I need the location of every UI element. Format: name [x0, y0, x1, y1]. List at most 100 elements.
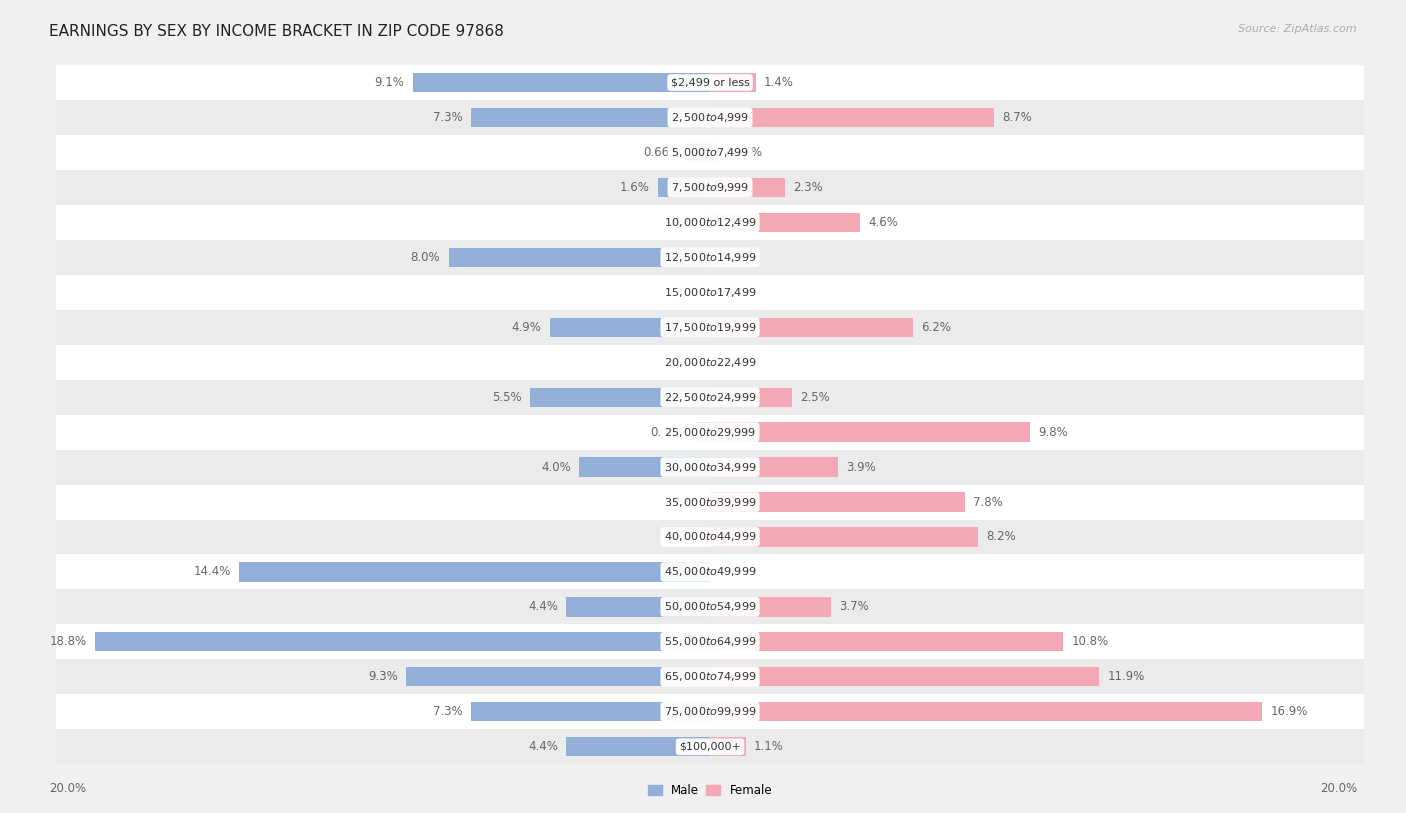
Text: 0.0%: 0.0% [718, 251, 748, 263]
Text: $65,000 to $74,999: $65,000 to $74,999 [664, 671, 756, 683]
Text: 0.0%: 0.0% [672, 216, 702, 228]
Text: Source: ZipAtlas.com: Source: ZipAtlas.com [1239, 24, 1357, 34]
Bar [710, 667, 1099, 686]
Text: $12,500 to $14,999: $12,500 to $14,999 [664, 251, 756, 263]
Bar [658, 178, 710, 197]
Text: 8.0%: 8.0% [411, 251, 440, 263]
Bar [56, 345, 1364, 380]
Text: $7,500 to $9,999: $7,500 to $9,999 [671, 181, 749, 193]
Text: 7.3%: 7.3% [433, 111, 463, 124]
Bar [56, 275, 1364, 310]
Text: $35,000 to $39,999: $35,000 to $39,999 [664, 496, 756, 508]
Bar [710, 737, 747, 756]
Text: 2.5%: 2.5% [800, 391, 830, 403]
Bar [710, 388, 792, 406]
Text: 9.1%: 9.1% [374, 76, 405, 89]
Text: 0.0%: 0.0% [672, 286, 702, 298]
Bar [239, 563, 710, 581]
Bar [56, 554, 1364, 589]
Text: $45,000 to $49,999: $45,000 to $49,999 [664, 566, 756, 578]
Bar [696, 423, 710, 441]
Text: 0.23%: 0.23% [725, 146, 763, 159]
Bar [710, 73, 756, 92]
Text: 20.0%: 20.0% [1320, 782, 1357, 795]
Text: 8.7%: 8.7% [1002, 111, 1032, 124]
Text: $50,000 to $54,999: $50,000 to $54,999 [664, 601, 756, 613]
Text: 7.8%: 7.8% [973, 496, 1002, 508]
Bar [710, 143, 717, 162]
Text: 9.3%: 9.3% [368, 671, 398, 683]
Text: 0.0%: 0.0% [718, 356, 748, 368]
Bar [710, 213, 860, 232]
Bar [710, 318, 912, 337]
Text: 0.0%: 0.0% [672, 531, 702, 543]
Text: 14.4%: 14.4% [194, 566, 231, 578]
Text: 16.9%: 16.9% [1271, 706, 1308, 718]
Text: $20,000 to $22,499: $20,000 to $22,499 [664, 356, 756, 368]
Bar [530, 388, 710, 406]
Text: 0.0%: 0.0% [718, 566, 748, 578]
Text: 0.0%: 0.0% [672, 356, 702, 368]
Bar [56, 520, 1364, 554]
Text: $75,000 to $99,999: $75,000 to $99,999 [664, 706, 756, 718]
Text: 6.2%: 6.2% [921, 321, 950, 333]
Bar [56, 205, 1364, 240]
Bar [56, 380, 1364, 415]
Text: 1.4%: 1.4% [763, 76, 794, 89]
Text: 0.0%: 0.0% [718, 286, 748, 298]
Text: 0.66%: 0.66% [643, 146, 681, 159]
Bar [56, 624, 1364, 659]
Bar [406, 667, 710, 686]
Text: 11.9%: 11.9% [1107, 671, 1144, 683]
Text: 4.4%: 4.4% [529, 601, 558, 613]
Bar [550, 318, 710, 337]
Bar [56, 100, 1364, 135]
Bar [56, 415, 1364, 450]
Bar [56, 694, 1364, 729]
Bar [567, 737, 710, 756]
Text: $40,000 to $44,999: $40,000 to $44,999 [664, 531, 756, 543]
Bar [56, 485, 1364, 520]
Text: $30,000 to $34,999: $30,000 to $34,999 [664, 461, 756, 473]
Bar [710, 108, 994, 127]
Text: 18.8%: 18.8% [51, 636, 87, 648]
Text: 4.6%: 4.6% [869, 216, 898, 228]
Text: $25,000 to $29,999: $25,000 to $29,999 [664, 426, 756, 438]
Bar [710, 598, 831, 616]
Bar [471, 702, 710, 721]
Bar [56, 729, 1364, 764]
Text: 1.6%: 1.6% [620, 181, 650, 193]
Text: 3.7%: 3.7% [839, 601, 869, 613]
Bar [710, 702, 1263, 721]
Text: 9.8%: 9.8% [1039, 426, 1069, 438]
Bar [56, 135, 1364, 170]
Text: $55,000 to $64,999: $55,000 to $64,999 [664, 636, 756, 648]
Text: 8.2%: 8.2% [986, 531, 1017, 543]
Bar [710, 423, 1031, 441]
Legend: Male, Female: Male, Female [648, 784, 772, 797]
Bar [56, 589, 1364, 624]
Bar [412, 73, 710, 92]
Bar [567, 598, 710, 616]
Text: 0.0%: 0.0% [672, 496, 702, 508]
Text: 4.4%: 4.4% [529, 741, 558, 753]
Bar [56, 170, 1364, 205]
Text: $22,500 to $24,999: $22,500 to $24,999 [664, 391, 756, 403]
Bar [710, 633, 1063, 651]
Bar [471, 108, 710, 127]
Text: 0.44%: 0.44% [650, 426, 688, 438]
Text: $2,499 or less: $2,499 or less [671, 77, 749, 88]
Bar [56, 65, 1364, 100]
Text: $5,000 to $7,499: $5,000 to $7,499 [671, 146, 749, 159]
Bar [710, 528, 979, 546]
Text: 7.3%: 7.3% [433, 706, 463, 718]
Text: $2,500 to $4,999: $2,500 to $4,999 [671, 111, 749, 124]
Text: $100,000+: $100,000+ [679, 741, 741, 752]
Text: 3.9%: 3.9% [845, 461, 876, 473]
Text: 10.8%: 10.8% [1071, 636, 1108, 648]
Bar [96, 633, 710, 651]
Text: $15,000 to $17,499: $15,000 to $17,499 [664, 286, 756, 298]
Bar [710, 178, 785, 197]
Text: 5.5%: 5.5% [492, 391, 522, 403]
Text: 2.3%: 2.3% [793, 181, 823, 193]
